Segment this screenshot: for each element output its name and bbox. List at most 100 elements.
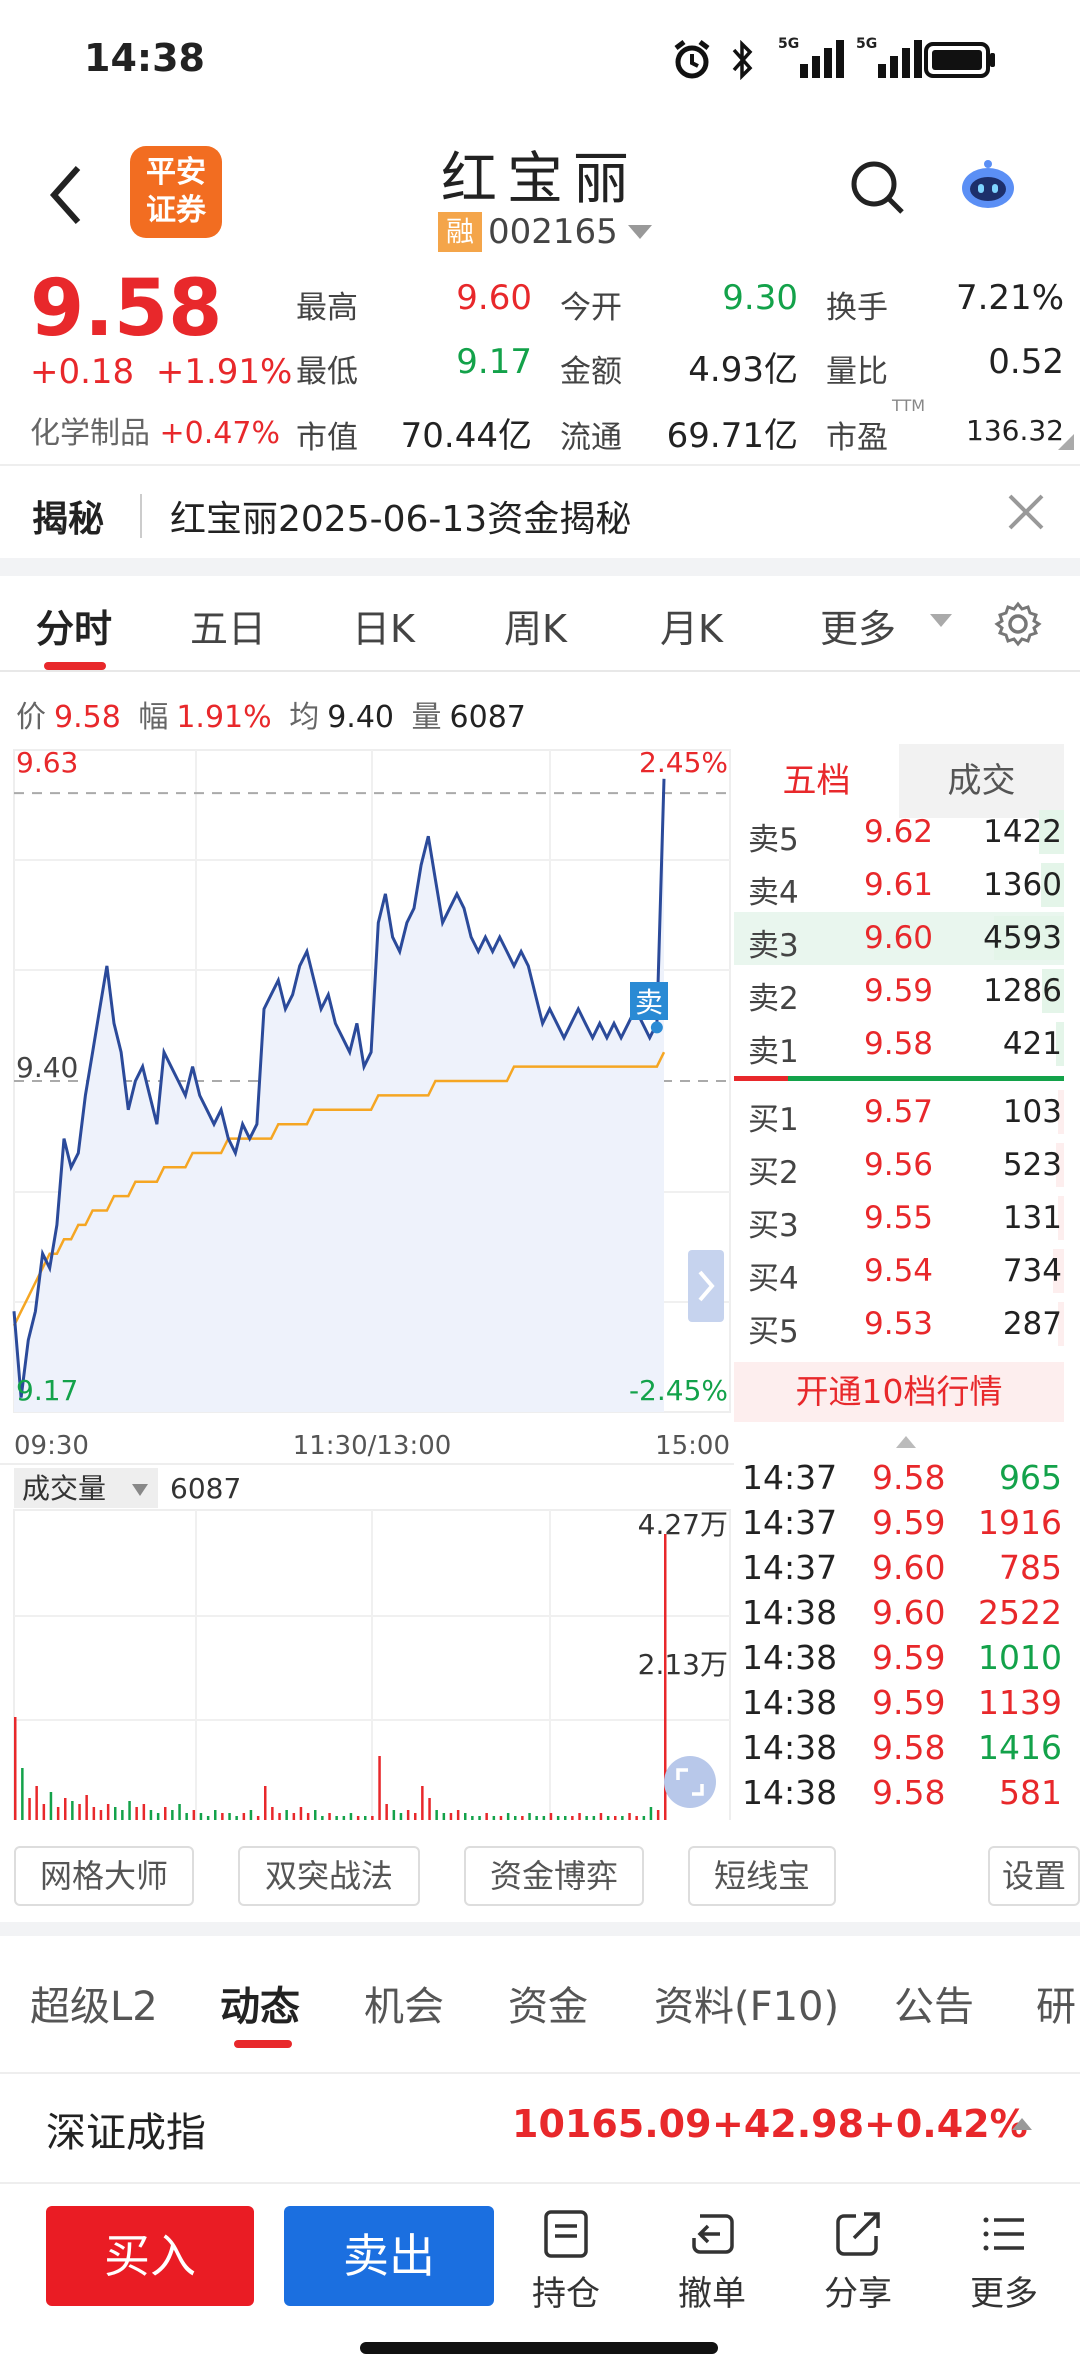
chevron-up-icon xyxy=(1012,2118,1032,2130)
tab-more[interactable]: 更多 xyxy=(820,607,897,651)
ai-assistant-icon[interactable] xyxy=(958,156,1018,216)
bid-row[interactable]: 买5 9.53 287 xyxy=(734,1298,1064,1351)
volume-bar xyxy=(478,1816,481,1820)
intraday-chart[interactable]: 9.63 9.40 9.17 2.45% -2.45% 卖 09:30 11:3… xyxy=(0,740,734,1820)
share-button[interactable]: 分享 xyxy=(808,2208,908,2315)
tab-deals[interactable]: 成交 xyxy=(899,744,1064,818)
bid-label: 买1 xyxy=(748,1102,799,1138)
ask-row[interactable]: 卖2 9.59 1286 xyxy=(734,965,1064,1018)
bid-row[interactable]: 买2 9.56 523 xyxy=(734,1139,1064,1192)
cancel-order-button[interactable]: 撤单 xyxy=(662,2208,762,2315)
more-button[interactable]: 更多 xyxy=(954,2208,1054,2315)
index-ticker[interactable]: 深证成指 10165.09 +42.98 +0.42% xyxy=(0,2072,1080,2182)
buy-button[interactable]: 买入 xyxy=(46,2206,254,2306)
bid-volume-bar xyxy=(1056,1143,1064,1187)
volume-bar xyxy=(149,1810,153,1820)
volume-bar xyxy=(64,1798,67,1820)
bid-row[interactable]: 买3 9.55 131 xyxy=(734,1192,1064,1245)
price-panel xyxy=(12,749,731,1413)
volume-bar xyxy=(28,1798,31,1820)
expand-right-button[interactable] xyxy=(688,1250,724,1322)
volume-bar xyxy=(342,1816,346,1820)
tick-price: 9.58 xyxy=(872,1728,946,1767)
tab-weekly-k[interactable]: 周K xyxy=(504,607,567,651)
tick-vol: 1916 xyxy=(978,1503,1062,1542)
settings-gear-icon[interactable] xyxy=(994,600,1042,648)
sector-change[interactable]: 化学制品 +0.47% xyxy=(30,416,280,451)
bid-volume-bar xyxy=(1058,1302,1064,1346)
open-ten-level-button[interactable]: 开通10档行情 xyxy=(734,1362,1064,1422)
volume-bar xyxy=(585,1816,588,1820)
search-icon[interactable] xyxy=(848,158,908,218)
tab-f10[interactable]: 资料(F10) xyxy=(654,1984,840,2030)
ask-row[interactable]: 卖5 9.62 1422 xyxy=(734,806,1064,859)
reveal-bar[interactable]: 揭秘 红宝丽2025-06-13资金揭秘 xyxy=(0,464,1080,564)
divider xyxy=(140,494,142,538)
bid-row[interactable]: 买1 9.57 103 xyxy=(734,1086,1064,1139)
tab-opportunity[interactable]: 机会 xyxy=(364,1984,444,2030)
fullscreen-button[interactable] xyxy=(664,1756,716,1808)
back-icon[interactable] xyxy=(40,160,96,230)
bid-vol: 103 xyxy=(1002,1094,1062,1130)
volume-bar xyxy=(414,1813,417,1820)
holdings-button[interactable]: 持仓 xyxy=(516,2208,616,2315)
double-breakout-button[interactable]: 双突战法 xyxy=(238,1846,420,1906)
stock-code-selector[interactable]: 融 002165 xyxy=(438,210,652,254)
volume-bar xyxy=(328,1813,331,1820)
volume-bar xyxy=(392,1810,396,1820)
tick-row: 14:38 9.58 1416 xyxy=(734,1728,1064,1773)
volume-bar xyxy=(206,1816,210,1820)
tab-daily-k[interactable]: 日K xyxy=(352,607,415,651)
ask-row[interactable]: 卖4 9.61 1360 xyxy=(734,859,1064,912)
volume-bar xyxy=(242,1813,246,1820)
ask-volume-bar xyxy=(1039,810,1064,854)
pe-ttm-label: TTM xyxy=(892,396,926,415)
reveal-text[interactable]: 红宝丽2025-06-13资金揭秘 xyxy=(170,499,632,540)
bid-vol: 523 xyxy=(1002,1147,1062,1183)
sell-button[interactable]: 卖出 xyxy=(284,2206,494,2306)
volume-bar xyxy=(514,1816,517,1820)
ask-row[interactable]: 卖1 9.58 421 xyxy=(734,1018,1064,1071)
tab-capital[interactable]: 资金 xyxy=(508,1984,588,2030)
amount-value: 4.93亿 xyxy=(688,350,798,390)
bid-row[interactable]: 买4 9.54 734 xyxy=(734,1245,1064,1298)
tab-announcement[interactable]: 公告 xyxy=(894,1984,974,2030)
bluetooth-icon xyxy=(732,40,753,80)
close-icon[interactable] xyxy=(1002,488,1050,536)
chevron-up-icon[interactable] xyxy=(896,1436,916,1448)
capital-game-button[interactable]: 资金博弈 xyxy=(464,1846,644,1906)
tab-monthly-k[interactable]: 月K xyxy=(660,607,723,651)
bid-label: 买3 xyxy=(748,1208,799,1244)
volume-value: 6087 xyxy=(170,1472,241,1505)
volume-bar xyxy=(71,1801,74,1820)
settings-button[interactable]: 设置 xyxy=(988,1846,1080,1906)
short-term-button[interactable]: 短线宝 xyxy=(688,1846,836,1906)
volume-selector[interactable]: 成交量 xyxy=(14,1468,158,1508)
volume-bar xyxy=(549,1813,553,1820)
tick-row: 14:37 9.58 965 xyxy=(734,1458,1064,1503)
volume-bar xyxy=(199,1813,203,1820)
stock-code: 002165 xyxy=(488,212,618,252)
tab-five-levels[interactable]: 五档 xyxy=(734,744,899,818)
volume-bar xyxy=(114,1807,117,1820)
volume-bar xyxy=(121,1810,124,1820)
tick-row: 14:37 9.59 1916 xyxy=(734,1503,1064,1548)
tab-intraday[interactable]: 分时 xyxy=(36,607,113,651)
tick-time: 14:38 xyxy=(742,1773,838,1812)
tab-news[interactable]: 动态 xyxy=(220,1984,300,2030)
tick-row: 14:38 9.60 2522 xyxy=(734,1593,1064,1638)
tab-five-day[interactable]: 五日 xyxy=(190,607,267,651)
volume-bar xyxy=(49,1792,53,1820)
expand-corner-icon[interactable] xyxy=(1058,434,1074,450)
grid-master-button[interactable]: 网格大师 xyxy=(14,1846,194,1906)
tab-super-l2[interactable]: 超级L2 xyxy=(30,1984,158,2030)
tick-vol: 581 xyxy=(999,1773,1062,1812)
bid-price: 9.56 xyxy=(864,1147,934,1183)
volume-bar xyxy=(78,1804,81,1820)
volume-ratio-value: 0.52 xyxy=(988,342,1064,382)
ask-row[interactable]: 卖3 9.60 4593 xyxy=(734,912,1064,965)
y-mid-label: 9.40 xyxy=(16,1051,78,1084)
pe-value: 136.32 xyxy=(966,414,1064,447)
tab-research[interactable]: 研 xyxy=(1036,1984,1076,2030)
stock-header: 平安 证券 红宝丽 融 002165 xyxy=(0,130,1080,260)
